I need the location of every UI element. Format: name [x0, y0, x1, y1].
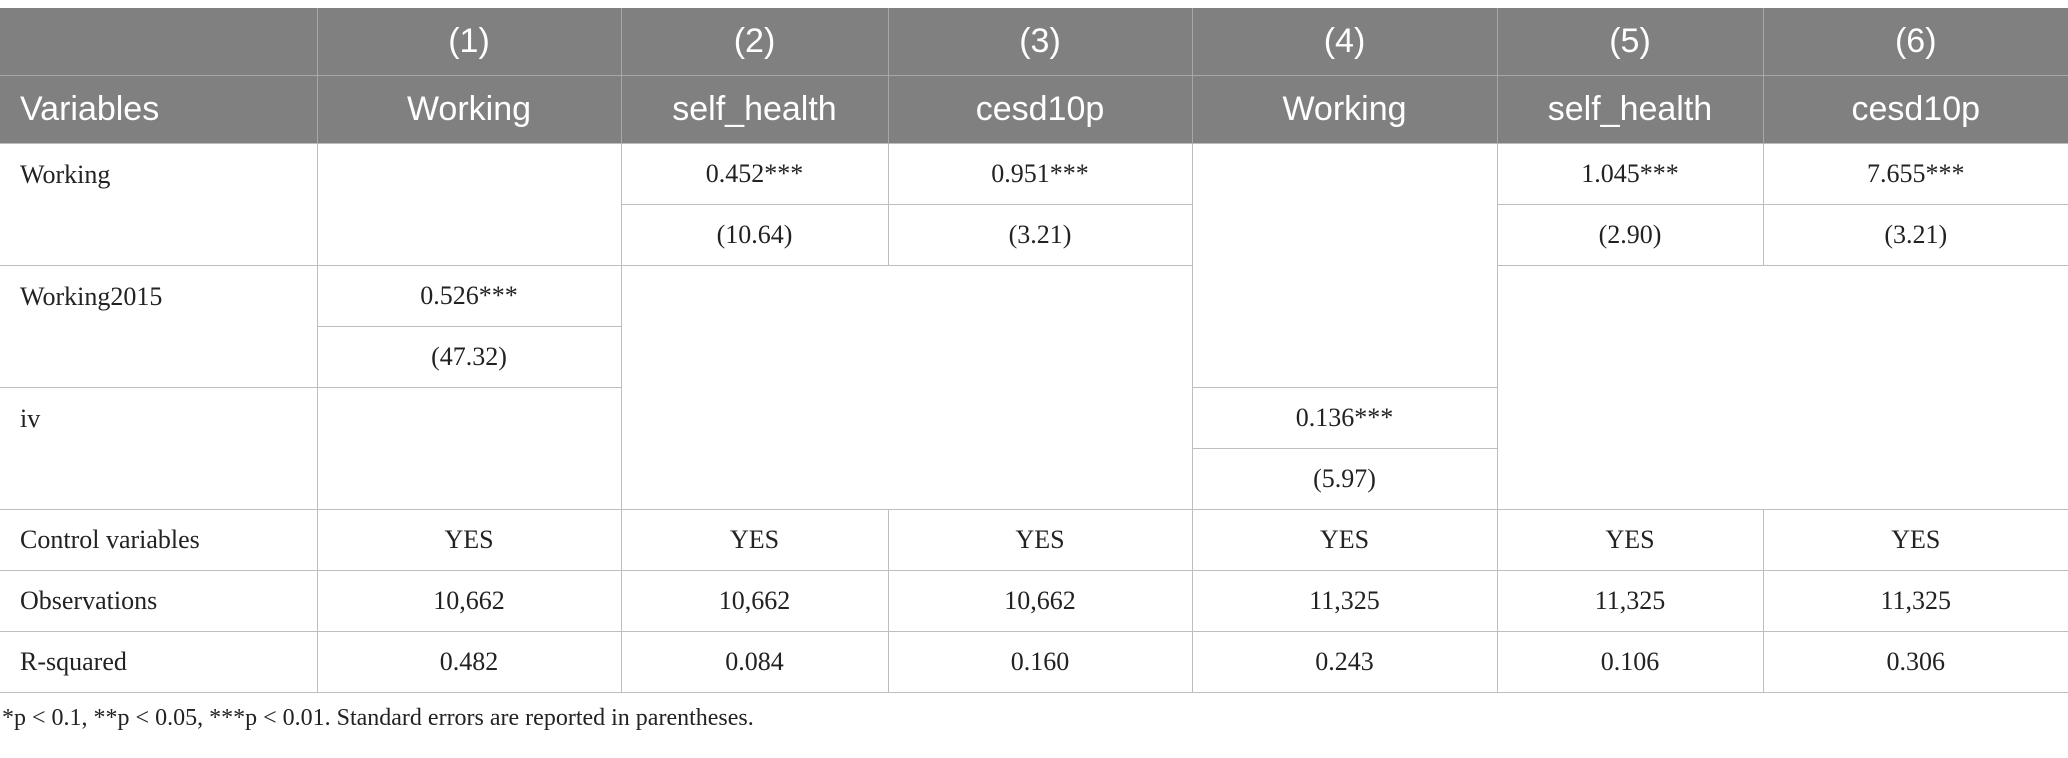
row: (5.97): [0, 448, 2068, 510]
row: (47.32): [0, 326, 2068, 388]
row: R-squared 0.482 0.084 0.160 0.243 0.106 0.306: [0, 631, 2068, 693]
header-cell: (3): [887, 8, 1192, 76]
row-label: Observations: [0, 570, 318, 632]
cell: 0.160: [887, 631, 1193, 693]
header-cell: (4): [1191, 8, 1497, 76]
stats-body: Control variables YES YES YES YES YES YES Obser…: [0, 509, 2068, 693]
header-row: (1) (2) (3) (4) (5) (6): [0, 8, 2068, 76]
header-cell: self_health: [620, 75, 888, 144]
header-cell: Variables: [0, 75, 317, 144]
cell: YES: [1496, 509, 1764, 571]
row: (10.64) (3.21) (2.90) (3.21): [0, 204, 2068, 266]
cell: YES: [1762, 509, 2068, 571]
row-label: Control variables: [0, 509, 318, 571]
cell: 0.306: [1762, 631, 2068, 693]
row-label: Working: [0, 143, 318, 266]
cell: 0.951***: [887, 143, 1193, 205]
row: Observations 10,662 10,662 10,662 11,325 11,3…: [0, 570, 2068, 632]
cell: YES: [887, 509, 1193, 571]
footnote: *p < 0.1, **p < 0.05, ***p < 0.01. Stand…: [2, 705, 754, 731]
cell: YES: [620, 509, 889, 571]
cell: (47.32): [317, 326, 621, 388]
cell: [316, 143, 622, 266]
header-cell: (2): [620, 8, 888, 76]
header-cell: cesd10p: [1762, 75, 2068, 144]
cell: (3.21): [1762, 204, 2068, 266]
row-label: Working2015: [0, 265, 318, 388]
cell: 11,325: [1496, 570, 1764, 632]
row: Working 0.452*** 0.951*** 1.045*** 7.655…: [0, 143, 2068, 388]
cell: 10,662: [620, 570, 889, 632]
cell: 0.526***: [316, 265, 622, 327]
row: iv 0.136***: [0, 387, 2068, 510]
cell: 0.243: [1191, 631, 1498, 693]
cell: (2.90): [1496, 204, 1764, 266]
cell: 0.084: [620, 631, 889, 693]
header-row: Variables Working self_health cesd10p Wo…: [0, 75, 2068, 144]
cell: 11,325: [1191, 570, 1498, 632]
cell: 7.655***: [1762, 143, 2068, 205]
cell: [1496, 265, 2068, 510]
header-cell: (1): [316, 8, 621, 76]
cell: 10,662: [316, 570, 622, 632]
header-cell: (5): [1496, 8, 1763, 76]
row-label: R-squared: [0, 631, 318, 693]
cell: YES: [316, 509, 622, 571]
header-cell: (6): [1762, 8, 2068, 76]
cell: 0.452***: [620, 143, 889, 205]
cell: (5.97): [1192, 448, 1497, 510]
cell: 0.482: [316, 631, 622, 693]
cell: (10.64): [621, 204, 889, 266]
header-cell: Working: [316, 75, 621, 144]
row-label: iv: [0, 387, 318, 510]
row: Control variables YES YES YES YES YES YES: [0, 509, 2068, 571]
cell: YES: [1191, 509, 1498, 571]
header-cell: Working: [1191, 75, 1497, 144]
cell: [1191, 143, 1498, 388]
cell: 0.106: [1496, 631, 1764, 693]
cell: [620, 265, 1193, 510]
header-cell: [0, 8, 317, 76]
table-wrap: (1) (2) (3) (4) (5) (6) Variables Workin…: [0, 8, 2068, 731]
regression-table: (1) (2) (3) (4) (5) (6) Variables Workin…: [0, 8, 2068, 693]
cell: [316, 387, 622, 510]
row: Working2015 0.526***: [0, 265, 2068, 510]
cell: (3.21): [887, 204, 1193, 266]
cell: 0.136***: [1191, 387, 1497, 449]
cell: 11,325: [1762, 570, 2068, 632]
header-cell: self_health: [1496, 75, 1763, 144]
header-cell: cesd10p: [887, 75, 1192, 144]
cell: 10,662: [887, 570, 1193, 632]
cell: 1.045***: [1496, 143, 1764, 205]
